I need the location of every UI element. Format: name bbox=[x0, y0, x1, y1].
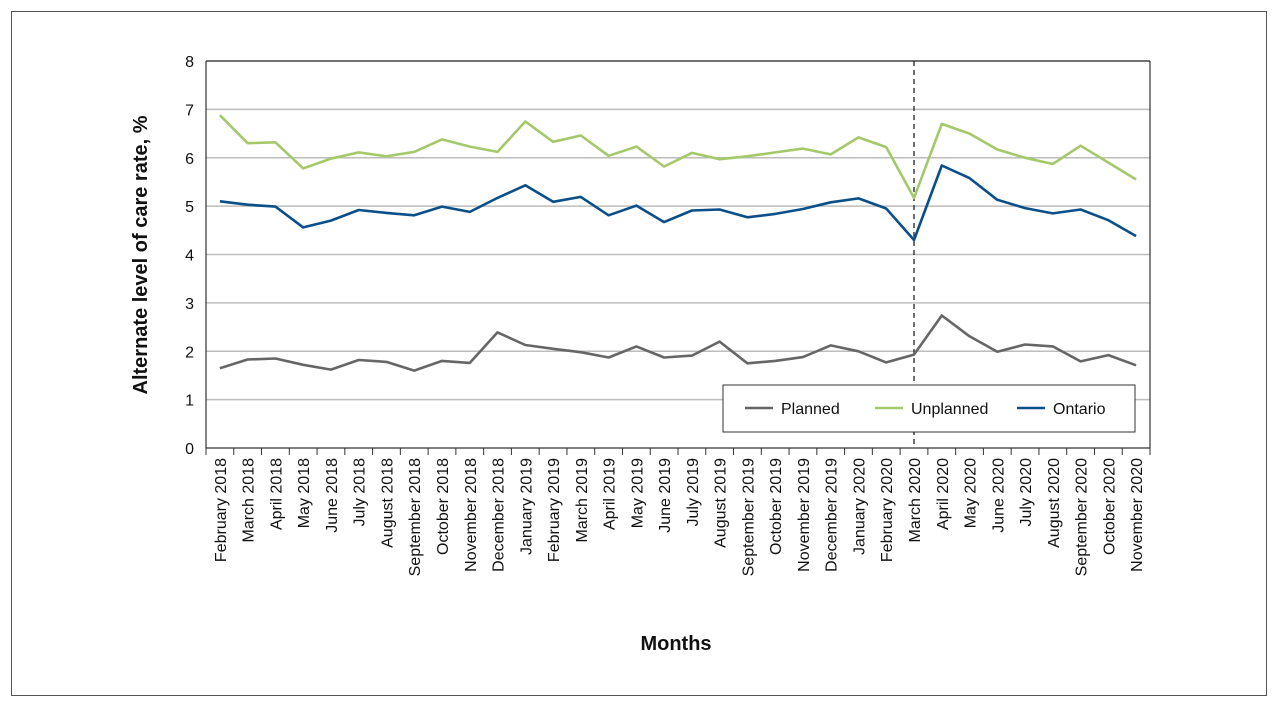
x-tick-label: February 2019 bbox=[546, 458, 563, 562]
series-line-planned bbox=[219, 314, 1137, 372]
x-tick-label: May 2020 bbox=[963, 458, 980, 528]
x-tick-label: March 2020 bbox=[907, 458, 924, 543]
x-tick-label: October 2020 bbox=[1101, 458, 1118, 555]
x-tick-label: December 2018 bbox=[491, 458, 508, 572]
x-tick-label: December 2019 bbox=[824, 458, 841, 572]
axes bbox=[205, 60, 1151, 455]
x-tick-label: November 2019 bbox=[796, 458, 813, 572]
x-tick-label: November 2018 bbox=[463, 458, 480, 572]
x-tick-label: April 2018 bbox=[268, 458, 285, 530]
series-lines bbox=[218, 114, 1137, 372]
y-tick-label: 7 bbox=[185, 102, 194, 119]
x-tick-label: August 2020 bbox=[1046, 458, 1063, 548]
x-tick-label: November 2020 bbox=[1129, 458, 1146, 572]
legend-label-planned: Planned bbox=[781, 401, 840, 418]
x-tick-label: July 2019 bbox=[685, 458, 702, 527]
x-tick-label: June 2020 bbox=[990, 458, 1007, 533]
y-tick-labels: 0 1 2 3 4 5 6 7 8 bbox=[185, 54, 194, 458]
y-axis-title: Alternate level of care rate, % bbox=[130, 115, 152, 394]
x-tick-label: June 2019 bbox=[657, 458, 674, 533]
y-tick-label: 3 bbox=[185, 296, 194, 313]
x-tick-label: April 2019 bbox=[602, 458, 619, 530]
figure-frame bbox=[11, 11, 1267, 696]
x-tick-label: September 2018 bbox=[407, 458, 424, 576]
x-tick-label: August 2019 bbox=[713, 458, 730, 548]
y-tick-label: 8 bbox=[185, 54, 194, 71]
x-tick-label: March 2018 bbox=[241, 458, 258, 543]
x-tick-label: June 2018 bbox=[324, 458, 341, 533]
legend-label-unplanned: Unplanned bbox=[911, 401, 988, 418]
y-tick-label: 6 bbox=[185, 151, 194, 168]
x-tick-label: January 2020 bbox=[851, 458, 868, 555]
x-tick-label: July 2018 bbox=[352, 458, 369, 527]
x-tick-label: August 2018 bbox=[379, 458, 396, 548]
series-line-ontario bbox=[219, 164, 1137, 242]
x-tick-label: May 2019 bbox=[629, 458, 646, 528]
x-tick-label: October 2018 bbox=[435, 458, 452, 555]
y-tick-label: 0 bbox=[185, 441, 194, 458]
x-tick-label: March 2019 bbox=[574, 458, 591, 543]
y-tick-label: 2 bbox=[185, 344, 194, 361]
x-tick-label: February 2018 bbox=[213, 458, 230, 562]
legend-label-ontario: Ontario bbox=[1053, 401, 1106, 418]
x-tick-label: October 2019 bbox=[768, 458, 785, 555]
x-axis-title: Months bbox=[640, 633, 711, 655]
x-tick-label: May 2018 bbox=[296, 458, 313, 528]
y-tick-label: 5 bbox=[185, 199, 194, 216]
series-line-unplanned bbox=[218, 114, 1137, 200]
x-tick-label: February 2020 bbox=[879, 458, 896, 562]
x-tick-label: September 2020 bbox=[1074, 458, 1091, 576]
y-tick-label: 4 bbox=[185, 248, 194, 265]
x-tick-label: January 2019 bbox=[518, 458, 535, 555]
x-tick-label: April 2020 bbox=[935, 458, 952, 530]
legend: Planned Unplanned Ontario bbox=[722, 384, 1136, 433]
x-tick-label: July 2020 bbox=[1018, 458, 1035, 527]
x-tick-labels: February 2018 March 2018 April 2018 May 201… bbox=[213, 458, 1146, 576]
y-tick-label: 1 bbox=[185, 393, 194, 410]
x-tick-label: September 2019 bbox=[740, 458, 757, 576]
